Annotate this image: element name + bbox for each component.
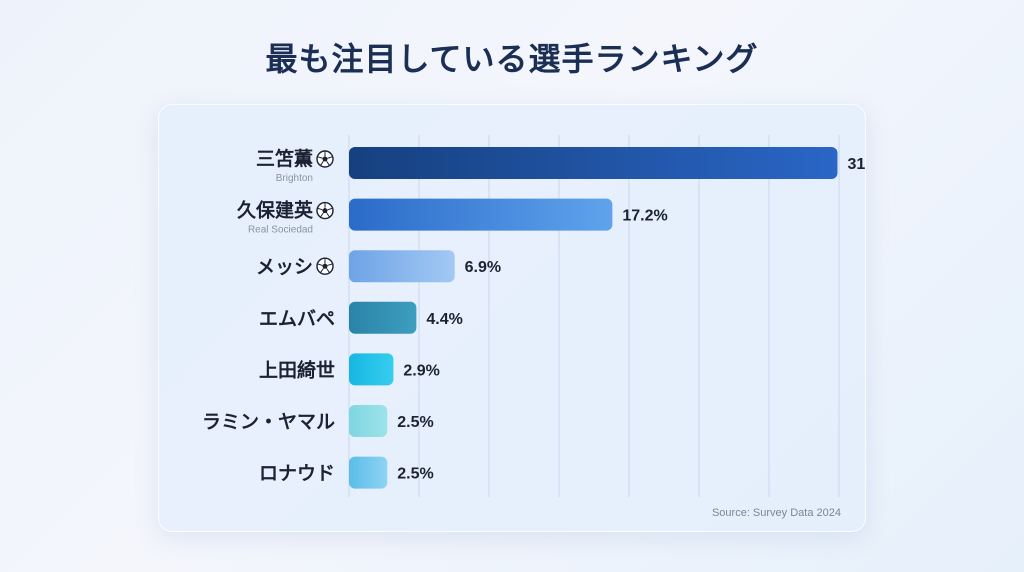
value-label: 2.9% xyxy=(403,362,439,379)
source-note: Source: Survey Data 2024 xyxy=(711,507,841,519)
page-title: 最も注目している選手ランキング xyxy=(265,40,759,78)
value-label: 31.9% xyxy=(847,156,865,173)
category-label: エムバペ xyxy=(259,308,335,330)
soccer-ball-icon xyxy=(316,257,334,275)
category-label: 久保建英 xyxy=(237,199,314,222)
category-subtitle: Real Sociedad xyxy=(248,225,313,236)
bar-4 xyxy=(349,301,417,334)
category-label: 上田綺世 xyxy=(259,358,335,381)
soccer-ball-icon xyxy=(316,150,334,168)
bar-6 xyxy=(349,405,388,437)
value-label: 2.5% xyxy=(397,466,433,483)
bar-chart: 31.9% 三笘薫 Brighton 17.2% 久保建英 Real Sociedad 6.… xyxy=(202,135,865,497)
value-label: 6.9% xyxy=(465,259,501,276)
value-label: 2.5% xyxy=(397,414,433,431)
soccer-ball-icon xyxy=(316,201,334,220)
category-label: 三笘薫 xyxy=(256,147,313,170)
category-label: ロナウド xyxy=(259,463,335,485)
bar-2 xyxy=(349,198,613,231)
chart-card: 31.9% 三笘薫 Brighton 17.2% 久保建英 Real Sociedad 6.… xyxy=(158,104,866,532)
bar-5 xyxy=(349,353,394,386)
value-label: 17.2% xyxy=(622,208,667,225)
value-label: 4.4% xyxy=(426,311,462,328)
bar-1 xyxy=(349,147,838,179)
category-label: ラミン・ヤマル xyxy=(202,411,335,433)
category-subtitle: Brighton xyxy=(276,173,313,184)
bar-3 xyxy=(349,250,455,283)
bar-7 xyxy=(349,456,388,489)
category-label: メッシ xyxy=(256,256,313,278)
